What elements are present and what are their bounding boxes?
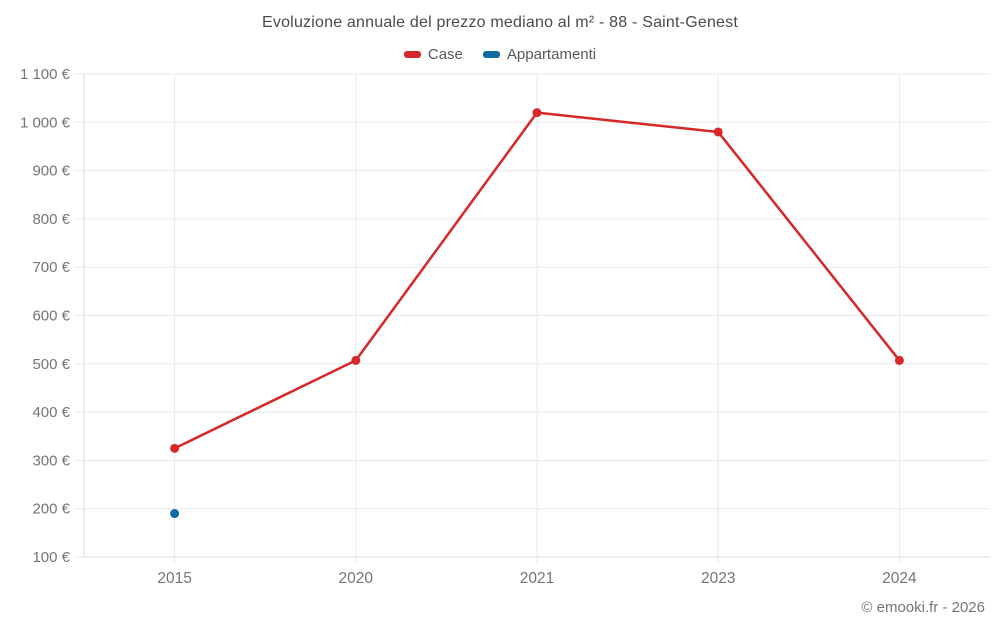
legend-label-appartamenti: Appartamenti — [506, 46, 597, 63]
point-case-2015[interactable] — [170, 443, 180, 453]
y-tick-label: 800 € — [32, 211, 70, 228]
point-case-2020[interactable] — [351, 355, 361, 365]
x-tick-label: 2021 — [520, 570, 554, 587]
x-tick-label: 2023 — [701, 570, 735, 587]
x-tick-label: 2020 — [339, 570, 374, 587]
y-tick-label: 500 € — [32, 356, 70, 373]
y-tick-label: 900 € — [32, 163, 70, 180]
y-tick-label: 1 000 € — [20, 114, 71, 131]
legend-item-appartamenti[interactable]: Appartamenti — [482, 46, 597, 63]
case-swatch-icon — [403, 51, 421, 58]
point-case-2023[interactable] — [713, 127, 723, 137]
x-tick-label: 2024 — [882, 570, 917, 587]
attribution: © emooki.fr - 2026 — [861, 599, 985, 616]
point-case-2024[interactable] — [894, 355, 904, 365]
legend: Case Appartamenti — [0, 46, 1000, 63]
y-tick-label: 700 € — [32, 259, 70, 276]
y-tick-label: 100 € — [32, 549, 70, 566]
y-tick-label: 400 € — [32, 404, 70, 421]
legend-label-case: Case — [427, 46, 463, 63]
y-tick-label: 600 € — [32, 308, 70, 325]
y-tick-label: 200 € — [32, 501, 70, 518]
appartamenti-swatch-icon — [482, 51, 500, 58]
point-case-2021[interactable] — [532, 108, 542, 118]
y-tick-label: 1 100 € — [20, 66, 71, 83]
chart-title: Evoluzione annuale del prezzo mediano al… — [262, 14, 738, 31]
legend-item-case[interactable]: Case — [403, 46, 463, 63]
x-tick-label: 2015 — [157, 570, 191, 587]
y-tick-label: 300 € — [32, 452, 70, 469]
point-appartamenti-2015[interactable] — [170, 509, 180, 519]
